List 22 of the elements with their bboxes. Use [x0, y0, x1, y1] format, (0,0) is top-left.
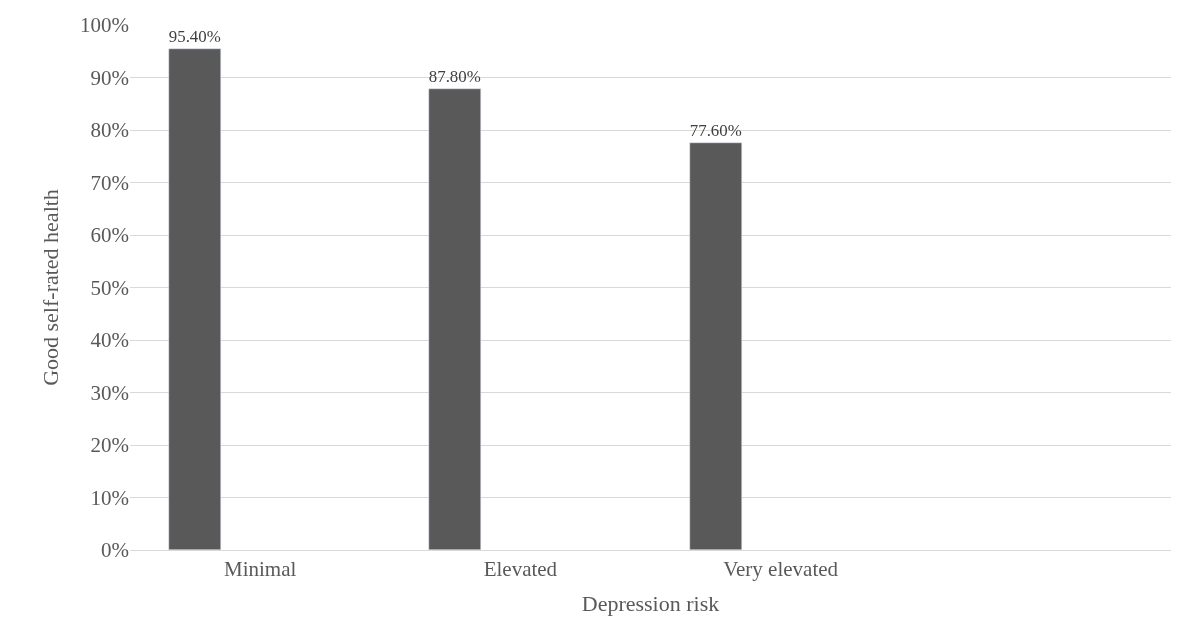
y-tick-label: 100%	[80, 13, 129, 38]
y-tick-label: 70%	[90, 170, 129, 195]
y-tick-label: 90%	[90, 65, 129, 90]
y-axis-title: Good self-rated health	[37, 189, 63, 386]
x-axis-title: Depression risk	[581, 591, 720, 617]
data-label: 95.40%	[168, 26, 221, 46]
x-tick-label: Elevated	[483, 557, 558, 582]
bar	[689, 142, 742, 550]
x-tick-label: Very elevated	[723, 557, 839, 582]
y-tick-label: 20%	[90, 433, 129, 458]
x-tick-label: Minimal	[223, 557, 297, 582]
bar	[428, 88, 481, 550]
y-tick-label: 10%	[90, 485, 129, 510]
y-tick-label: 40%	[90, 328, 129, 353]
y-tick-label: 30%	[90, 380, 129, 405]
y-tick-label: 0%	[101, 538, 129, 563]
data-label: 87.80%	[428, 66, 481, 86]
data-label: 77.60%	[689, 120, 742, 140]
bar	[168, 48, 221, 550]
y-tick-label: 60%	[90, 223, 129, 248]
y-tick-label: 80%	[90, 118, 129, 143]
y-tick-label: 50%	[90, 275, 129, 300]
